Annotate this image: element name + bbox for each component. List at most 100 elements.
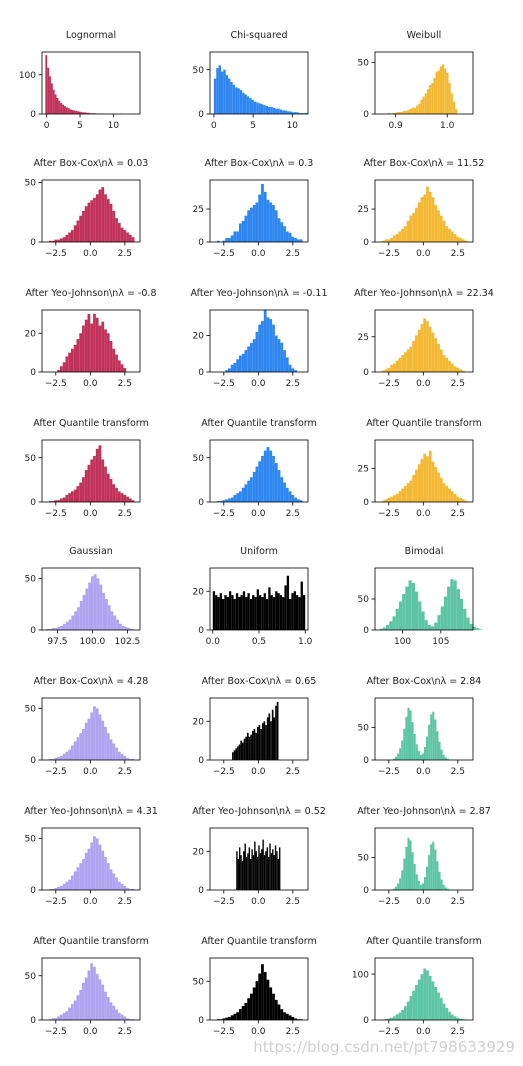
y-tick-label: 50 <box>358 724 370 734</box>
histogram-bar <box>57 500 60 502</box>
panel-title: After Quantile transform <box>33 418 149 429</box>
histogram-bar <box>54 887 58 890</box>
histogram-bar <box>90 963 94 1020</box>
histogram-bar <box>392 888 396 890</box>
panel-title: After Box-Cox\nλ = 0.03 <box>34 158 149 169</box>
histogram-bar <box>65 881 69 890</box>
histogram-bar <box>51 627 55 630</box>
histogram-bar <box>51 758 55 760</box>
histogram-bar <box>444 887 447 890</box>
histogram-bar <box>236 1012 239 1020</box>
histogram-bar <box>131 237 135 242</box>
histogram-bar <box>238 223 242 242</box>
panel-title: Uniform <box>240 546 278 557</box>
histogram-bar <box>93 836 96 890</box>
histogram-bar <box>269 319 273 372</box>
histogram-bar <box>434 466 438 502</box>
histogram-bar <box>73 1000 77 1020</box>
histogram-bar <box>87 313 91 372</box>
y-tick-label: 100 <box>352 970 369 980</box>
histogram-bar <box>282 110 285 114</box>
histogram-bar <box>420 99 423 114</box>
histogram-bar <box>128 758 132 760</box>
histogram-bar <box>453 580 457 630</box>
histogram-bar <box>65 751 69 760</box>
histogram-bar <box>250 734 252 760</box>
histogram-bar <box>416 105 419 114</box>
histogram-bar <box>252 471 256 502</box>
histogram-bar <box>472 626 477 630</box>
y-tick-label: 50 <box>25 454 37 464</box>
histogram-bar <box>255 331 259 372</box>
y-tick-label: 50 <box>25 705 37 715</box>
histogram-bar <box>282 597 285 630</box>
histogram-bar <box>48 240 52 242</box>
histogram-bar <box>381 370 385 372</box>
x-tick-label: 105 <box>432 637 449 647</box>
histogram-bar <box>409 840 412 890</box>
histogram-bar <box>387 112 391 114</box>
histogram-bar <box>76 995 80 1020</box>
y-tick-label: 0 <box>30 626 36 636</box>
histogram-bar <box>390 1017 393 1020</box>
histogram-bar <box>102 592 105 630</box>
histogram-bar <box>408 580 412 630</box>
histogram-bar <box>273 717 276 760</box>
histogram-bar <box>246 732 249 760</box>
histogram-bar <box>112 348 116 372</box>
histogram-bar <box>95 708 99 760</box>
histogram-bar <box>112 743 116 760</box>
histogram-bar <box>266 317 270 372</box>
histogram-bar <box>261 723 264 760</box>
histogram-bar <box>445 357 449 372</box>
histogram-bar <box>247 998 251 1020</box>
histogram-bar <box>390 364 393 372</box>
histogram-bar <box>466 617 470 630</box>
histogram-bar <box>387 1018 391 1020</box>
histogram-bar <box>49 76 51 114</box>
histogram-bar <box>237 859 239 890</box>
x-tick-label: 2.5 <box>118 1027 132 1037</box>
histogram-bar <box>93 313 96 372</box>
histogram-bar <box>419 884 422 890</box>
histogram-bar <box>87 848 91 890</box>
axes-frame <box>374 957 474 1021</box>
histogram-bar <box>291 1016 295 1020</box>
histogram-bar <box>88 112 91 114</box>
histogram-bar <box>62 104 64 114</box>
histogram-bar <box>303 113 306 114</box>
histogram-bar <box>263 855 266 890</box>
histogram-bar <box>456 236 460 242</box>
histogram-bar <box>390 238 393 242</box>
y-tick-label: 0 <box>363 498 369 508</box>
histogram-bar <box>461 499 465 502</box>
histogram-bar <box>277 470 281 502</box>
histogram-bar <box>71 110 74 114</box>
histogram-bar <box>420 197 424 242</box>
histogram-bar <box>437 343 440 372</box>
histogram-bar <box>115 354 118 372</box>
histogram-bar <box>60 103 63 114</box>
histogram-bar <box>270 853 273 890</box>
histogram-panel: After Yeo-Johnson\nλ = -0.11 −2.5 0.0 2.5 0 2… <box>190 288 327 389</box>
histogram-bar <box>253 729 256 760</box>
histogram-bar <box>245 857 248 890</box>
histogram-bar <box>217 597 220 630</box>
histogram-bar <box>392 363 396 372</box>
histogram-bar <box>285 1013 289 1020</box>
histogram-bar <box>409 480 413 502</box>
histogram-bar <box>222 500 226 502</box>
histogram-bar <box>238 597 241 630</box>
histogram-bar <box>112 211 116 242</box>
histogram-bar <box>403 858 406 890</box>
histogram-bar <box>79 863 83 890</box>
histogram-bar <box>431 981 435 1020</box>
histogram-bar <box>124 626 128 630</box>
histogram-bar <box>227 238 231 242</box>
histogram-bar <box>294 497 297 502</box>
histogram-bar <box>84 977 88 1020</box>
histogram-bar <box>245 597 248 630</box>
histogram-bar <box>384 369 388 372</box>
histogram-bar <box>82 477 85 502</box>
histogram-bar <box>413 107 417 114</box>
